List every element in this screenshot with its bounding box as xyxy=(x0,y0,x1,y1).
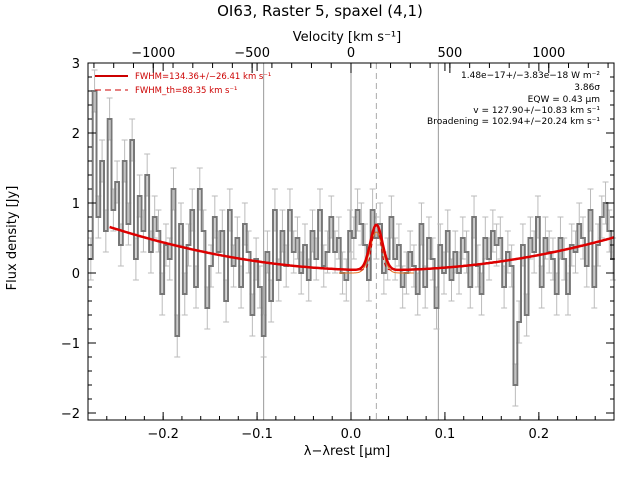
fit-annotations: 1.48e−17+/−3.83e−18 W m⁻² 3.86σ EQW = 0.… xyxy=(427,71,600,127)
x-tick-label-4: 0.2 xyxy=(529,427,550,442)
total-fit-curve xyxy=(109,223,615,272)
x-axis-label: λ−λrest [μm] xyxy=(304,444,390,459)
spectrum-step-line xyxy=(88,90,615,386)
annotation-eqw: EQW = 0.43 μm xyxy=(528,95,600,105)
top-axis-label: Velocity [km s⁻¹] xyxy=(293,30,401,45)
y-tick-label-3: 1 xyxy=(72,197,80,212)
top-tick-label-1: −500 xyxy=(234,46,270,61)
annotation-flux: 1.48e−17+/−3.83e−18 W m⁻² xyxy=(461,71,600,81)
x-tick-label-0: −0.2 xyxy=(147,427,179,442)
y-tick-label-4: 2 xyxy=(72,127,80,142)
top-tick-label-0: −1000 xyxy=(131,46,175,61)
y-tick-label-2: 0 xyxy=(72,267,80,282)
axes-layer: −0.2 −0.1 0.0 0.1 0.2 −2 −1 0 1 2 3 −1000 −500 0 500 10… xyxy=(61,46,615,442)
gaussian-component-curve xyxy=(338,231,414,274)
top-tick-label-2: 0 xyxy=(347,46,355,61)
x-tick-label-1: −0.1 xyxy=(241,427,273,442)
top-tick-label-4: 1000 xyxy=(532,46,565,61)
x-tick-label-3: 0.1 xyxy=(435,427,456,442)
y-axis-label: Flux density [Jy] xyxy=(5,186,20,291)
x-tick-label-2: 0.0 xyxy=(341,427,362,442)
plot-layer xyxy=(87,63,617,420)
annotation-significance: 3.86σ xyxy=(574,83,600,93)
y-tick-label-5: 3 xyxy=(72,57,80,72)
annotation-velocity: v = 127.90+/−10.83 km s⁻¹ xyxy=(473,106,600,116)
top-tick-label-3: 500 xyxy=(437,46,462,61)
chart-title: OI63, Raster 5, spaxel (4,1) xyxy=(217,2,423,20)
annotation-broadening: Broadening = 102.94+/−20.24 km s⁻¹ xyxy=(427,117,600,127)
y-tick-label-0: −2 xyxy=(61,407,80,422)
legend-label-fwhm-th: FWHM_th=88.35 km s⁻¹ xyxy=(135,86,237,96)
legend-label-fwhm: FWHM=134.36+/−26.41 km s⁻¹ xyxy=(135,72,271,82)
legend: FWHM=134.36+/−26.41 km s⁻¹ FWHM_th=88.35… xyxy=(95,72,271,96)
y-tick-label-1: −1 xyxy=(61,337,80,352)
